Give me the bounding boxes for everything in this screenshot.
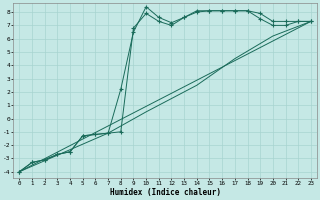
X-axis label: Humidex (Indice chaleur): Humidex (Indice chaleur): [110, 188, 220, 197]
